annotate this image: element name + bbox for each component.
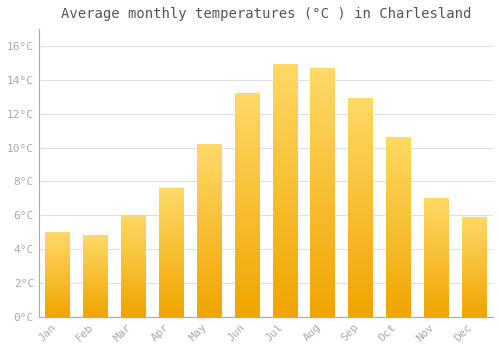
Title: Average monthly temperatures (°C ) in Charlesland: Average monthly temperatures (°C ) in Ch… (60, 7, 471, 21)
